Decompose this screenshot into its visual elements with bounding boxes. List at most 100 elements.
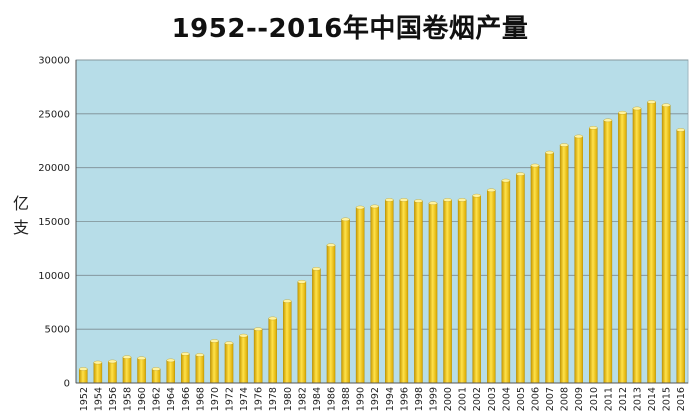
bar-cap — [283, 299, 292, 303]
bar — [224, 342, 234, 384]
x-tick-label: 2007 — [545, 387, 556, 411]
x-tick-label: 1980 — [283, 387, 294, 411]
y-axis-label: 亿 支 — [10, 192, 32, 240]
bar — [385, 199, 394, 384]
bar — [79, 368, 88, 384]
x-tick-label: 1992 — [370, 387, 381, 411]
bar-cap — [355, 205, 365, 210]
x-tick-label: 1954 — [93, 387, 104, 411]
bar — [341, 219, 350, 384]
bar — [312, 268, 321, 384]
x-tick-label: 1960 — [137, 387, 148, 411]
x-tick-label: 1988 — [341, 387, 352, 411]
bar-cap — [79, 367, 88, 371]
x-tick-label: 2008 — [560, 387, 571, 411]
bar-cap — [239, 333, 248, 338]
x-tick-label: 1994 — [385, 387, 396, 411]
bar-cap — [487, 188, 496, 193]
bar-cap — [370, 204, 379, 209]
bar-cap — [297, 280, 307, 284]
bar-cap — [574, 134, 583, 139]
bar — [559, 144, 569, 384]
bar — [647, 101, 656, 384]
bar-cap — [93, 360, 103, 365]
x-tick-label: 2011 — [603, 387, 614, 411]
x-tick-label: 1999 — [429, 387, 440, 411]
chart-title: 1952--2016年中国卷烟产量 — [171, 14, 529, 44]
bar — [501, 180, 511, 384]
bar — [414, 200, 423, 384]
x-tick-label: 2000 — [443, 387, 454, 411]
bar — [487, 190, 496, 384]
bar-cap — [501, 178, 511, 183]
bar-cap — [210, 339, 219, 343]
bar-cap — [122, 355, 132, 359]
x-tick-label: 1966 — [181, 387, 192, 411]
bar-cap — [341, 217, 350, 222]
bar — [530, 165, 540, 384]
y-tick-label: 10000 — [38, 271, 70, 282]
bar — [661, 105, 671, 384]
x-tick-label: 2014 — [647, 387, 658, 411]
bar — [297, 281, 307, 384]
x-tick-label: 1984 — [312, 387, 323, 411]
bar — [268, 318, 277, 384]
bar — [370, 206, 379, 384]
bar — [137, 358, 146, 384]
bar-cap — [632, 106, 642, 111]
x-tick-label: 1962 — [152, 387, 163, 411]
bar-cap — [108, 359, 117, 364]
y-axis-label-char: 亿 — [12, 194, 29, 213]
y-tick-label: 5000 — [45, 325, 70, 336]
bar — [239, 335, 248, 384]
bar-cap — [676, 128, 685, 132]
bar-cap — [195, 353, 205, 357]
bar — [516, 173, 525, 384]
x-tick-label: 2001 — [458, 387, 469, 411]
bar-cap — [414, 199, 423, 203]
bar-cap — [268, 316, 277, 321]
bar — [545, 152, 554, 384]
bar — [603, 120, 613, 384]
bar-cap — [472, 193, 481, 198]
bar-cap — [428, 201, 438, 205]
bar-cap — [603, 118, 613, 123]
x-tick-label: 1978 — [268, 387, 279, 411]
x-tick-label: 1986 — [327, 387, 338, 411]
x-tick-label: 2010 — [589, 387, 600, 411]
bar-cap — [181, 352, 190, 356]
bar-cap — [589, 126, 598, 130]
bar — [181, 353, 190, 384]
bar — [108, 361, 117, 384]
x-tick-label: 2012 — [618, 387, 629, 411]
bar — [93, 362, 103, 384]
y-tick-label: 30000 — [38, 56, 70, 67]
bar-cap — [399, 198, 409, 202]
x-tick-label: 2003 — [487, 387, 498, 411]
bar — [574, 136, 583, 384]
bar-cap — [545, 150, 554, 155]
bar — [632, 108, 642, 384]
bar-cap — [326, 243, 336, 247]
x-tick-label: 2013 — [633, 387, 644, 411]
bar — [443, 199, 452, 384]
bar-cap — [151, 367, 161, 371]
x-tick-label: 1958 — [123, 387, 134, 411]
bar — [428, 202, 438, 384]
x-tick-label: 2015 — [662, 387, 673, 411]
bar — [253, 328, 263, 384]
bar-cap — [618, 111, 627, 115]
x-tick-label: 1968 — [195, 387, 206, 411]
x-tick-label: 2006 — [531, 387, 542, 411]
y-tick-label: 25000 — [38, 109, 70, 120]
x-tick-label: 2016 — [676, 387, 687, 411]
bar-cap — [224, 341, 234, 345]
bar-cap — [253, 327, 263, 331]
x-tick-label: 1970 — [210, 387, 221, 411]
x-tick-label: 1952 — [79, 387, 90, 411]
bar-cap — [457, 198, 467, 202]
bar — [676, 129, 685, 384]
x-tick-label: 1956 — [108, 387, 119, 411]
x-tick-label: 1974 — [239, 387, 250, 411]
